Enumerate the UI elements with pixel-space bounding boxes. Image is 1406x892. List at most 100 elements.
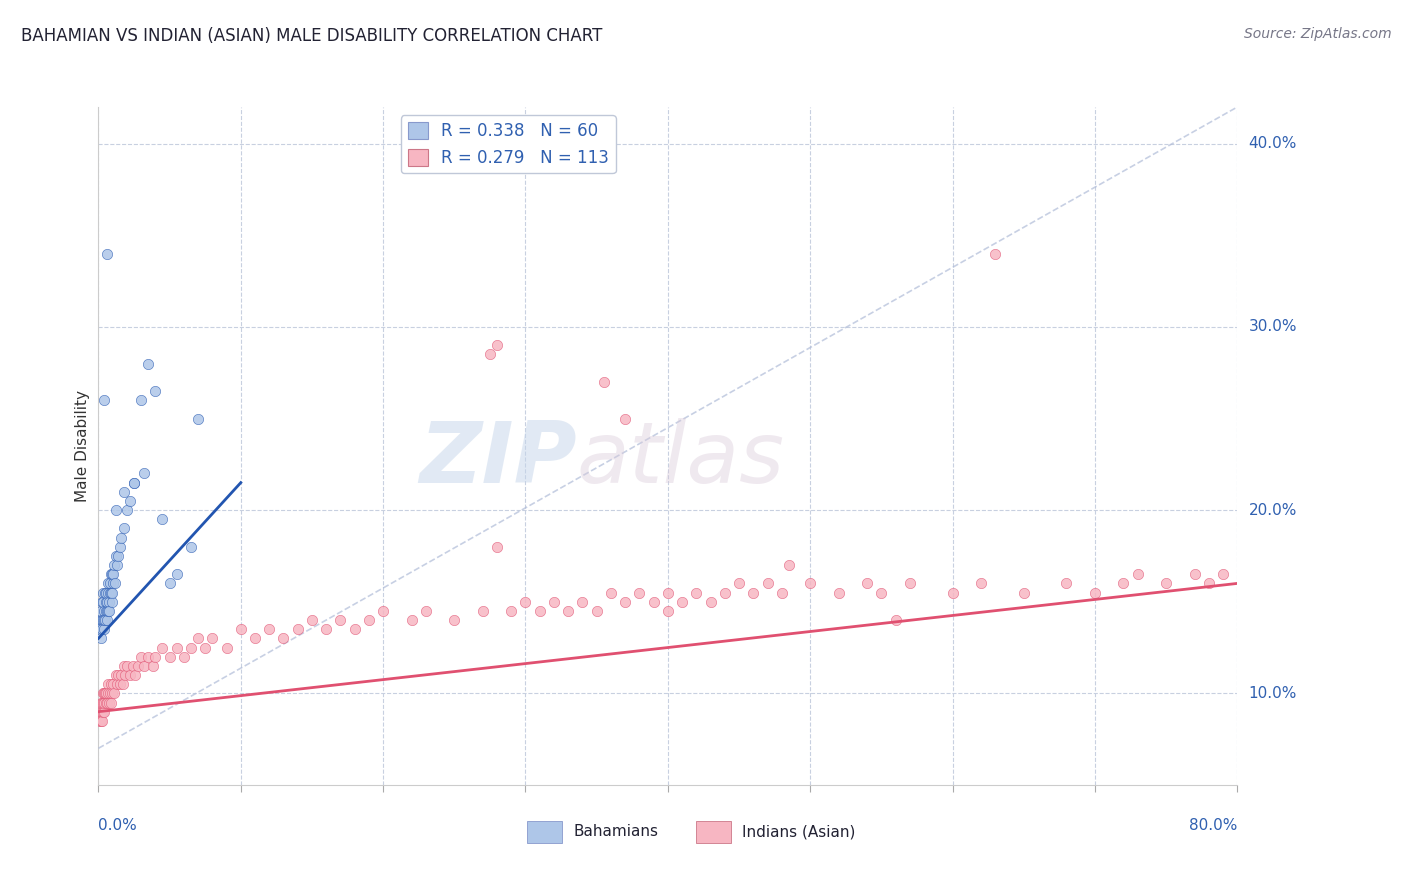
Text: 30.0%: 30.0% <box>1249 319 1296 334</box>
Point <box>243 632 266 646</box>
Text: Indians (Asian): Indians (Asian) <box>742 824 856 839</box>
Point <box>529 604 551 618</box>
Point <box>152 512 174 526</box>
Point <box>100 595 122 609</box>
Point <box>187 411 209 425</box>
Point <box>273 632 295 646</box>
Point <box>101 686 124 700</box>
Point <box>97 576 120 591</box>
Point <box>104 668 127 682</box>
Point <box>91 613 114 627</box>
Point <box>103 558 125 573</box>
Point <box>1112 576 1135 591</box>
Point <box>118 668 141 682</box>
Point <box>97 595 120 609</box>
Text: 20.0%: 20.0% <box>1249 502 1296 517</box>
Point <box>104 503 127 517</box>
Point <box>714 585 737 599</box>
Point <box>828 585 851 599</box>
Point <box>1212 567 1234 582</box>
Point <box>91 622 114 636</box>
Point <box>1056 576 1078 591</box>
Point <box>501 604 523 618</box>
Point <box>728 576 751 591</box>
Point <box>756 576 779 591</box>
Point <box>90 632 112 646</box>
Point <box>105 677 128 691</box>
Point <box>870 585 893 599</box>
Point <box>180 640 202 655</box>
Point <box>778 558 800 573</box>
Point <box>98 576 121 591</box>
Point <box>1126 567 1149 582</box>
Point <box>93 686 115 700</box>
Point <box>101 576 124 591</box>
Point <box>90 705 112 719</box>
Point <box>141 658 163 673</box>
Point <box>152 640 174 655</box>
Point <box>799 576 821 591</box>
Point <box>1012 585 1035 599</box>
Point <box>942 585 965 599</box>
Point <box>94 604 117 618</box>
Point <box>671 595 693 609</box>
Point <box>91 585 114 599</box>
Point <box>98 585 121 599</box>
Point <box>770 585 793 599</box>
Point <box>115 503 138 517</box>
Point <box>145 384 167 398</box>
Point <box>614 595 637 609</box>
Point <box>1184 567 1206 582</box>
Point <box>108 540 131 554</box>
Point <box>90 613 112 627</box>
Point <box>94 613 117 627</box>
Point <box>984 246 1007 260</box>
Point <box>315 622 337 636</box>
Point <box>93 696 115 710</box>
Point <box>371 604 394 618</box>
Point <box>96 604 118 618</box>
Point <box>90 604 112 618</box>
Point <box>112 521 135 535</box>
Point <box>129 649 152 664</box>
Point <box>136 357 159 371</box>
Point <box>96 696 118 710</box>
Point <box>699 595 721 609</box>
Point <box>93 604 115 618</box>
Point <box>201 632 224 646</box>
Point <box>301 613 323 627</box>
Point <box>970 576 993 591</box>
Point <box>96 613 118 627</box>
Point <box>329 613 352 627</box>
Point <box>90 595 112 609</box>
Point <box>136 649 159 664</box>
Point <box>127 658 149 673</box>
Point <box>194 640 217 655</box>
Point <box>685 585 707 599</box>
Point <box>98 686 121 700</box>
Point <box>100 696 122 710</box>
Point <box>357 613 380 627</box>
Point <box>180 540 202 554</box>
Point <box>166 640 188 655</box>
Text: 40.0%: 40.0% <box>1249 136 1296 151</box>
Point <box>166 567 188 582</box>
Point <box>97 604 120 618</box>
Point <box>415 604 437 618</box>
Point <box>122 475 145 490</box>
Point <box>145 649 167 664</box>
Point <box>93 393 115 408</box>
Point <box>91 705 114 719</box>
Point <box>215 640 238 655</box>
Point <box>91 686 114 700</box>
Point <box>471 604 494 618</box>
Point <box>89 714 111 728</box>
Point <box>110 668 132 682</box>
Point <box>96 246 118 260</box>
Point <box>115 658 138 673</box>
Point <box>229 622 252 636</box>
Point <box>100 677 122 691</box>
Point <box>91 714 114 728</box>
Point <box>101 567 124 582</box>
Point <box>742 585 765 599</box>
